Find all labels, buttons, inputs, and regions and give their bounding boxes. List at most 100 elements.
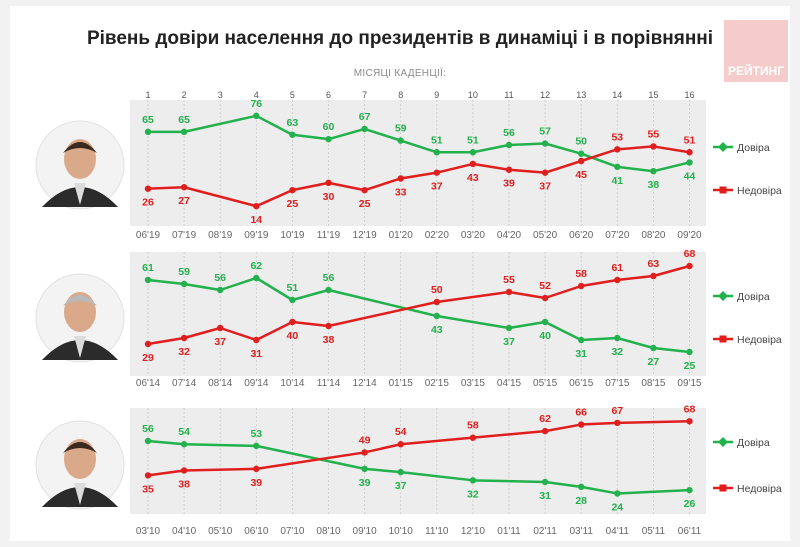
distrust-point xyxy=(361,449,368,456)
distrust-point xyxy=(253,202,260,210)
legend-label: Довіра xyxy=(737,142,770,154)
distrust-point xyxy=(614,146,621,153)
trust-data-label: 32 xyxy=(611,346,623,358)
trust-point xyxy=(253,274,260,282)
x-tick-label: 08'14 xyxy=(208,378,233,389)
trust-point xyxy=(144,437,152,445)
trust-point xyxy=(180,128,188,136)
x-tick-label: 03'20 xyxy=(461,230,486,241)
months-of-term-label: МІСЯЦІ КАДЕНЦІЇ: xyxy=(353,68,447,79)
distrust-point xyxy=(541,427,549,435)
distrust-data-label: 14 xyxy=(250,214,262,226)
distrust-data-label: 54 xyxy=(395,426,407,438)
trust-point xyxy=(650,168,657,175)
distrust-data-label: 67 xyxy=(611,405,623,417)
trust-point xyxy=(397,137,404,144)
x-tick-label: 04'20 xyxy=(497,230,522,241)
distrust-point xyxy=(180,184,188,191)
month-number-label: 8 xyxy=(398,90,403,100)
x-tick-label: 08'15 xyxy=(641,378,666,389)
month-number-label: 3 xyxy=(218,90,223,100)
x-tick-label: 03'15 xyxy=(461,378,486,389)
trust-point xyxy=(614,490,621,497)
trust-data-label: 51 xyxy=(431,134,443,146)
trust-point xyxy=(289,131,296,138)
distrust-data-label: 53 xyxy=(611,131,623,143)
distrust-data-label: 31 xyxy=(250,348,262,360)
distrust-point xyxy=(650,143,657,150)
trust-data-label: 51 xyxy=(287,282,299,294)
distrust-point xyxy=(578,421,585,428)
trust-point xyxy=(180,280,188,288)
trust-point xyxy=(686,159,693,166)
distrust-data-label: 35 xyxy=(142,483,154,495)
distrust-data-label: 39 xyxy=(250,477,262,489)
trust-data-label: 27 xyxy=(648,356,660,368)
x-tick-label: 03'11 xyxy=(569,526,593,537)
trust-point xyxy=(253,112,260,120)
trust-data-label: 28 xyxy=(575,495,587,507)
trust-data-label: 61 xyxy=(142,262,154,274)
trust-point xyxy=(541,318,549,326)
distrust-point xyxy=(397,175,404,182)
trust-point xyxy=(144,128,152,136)
trust-data-label: 56 xyxy=(214,272,226,284)
x-tick-label: 03'10 xyxy=(136,526,161,537)
month-number-label: 12 xyxy=(540,90,550,100)
distrust-point xyxy=(686,418,693,425)
trust-data-label: 51 xyxy=(467,134,479,146)
trust-data-label: 40 xyxy=(539,330,551,342)
distrust-point xyxy=(614,276,621,284)
x-tick-label: 08'19 xyxy=(208,230,233,241)
distrust-data-label: 27 xyxy=(178,195,190,207)
trust-data-label: 54 xyxy=(178,426,190,438)
trust-point xyxy=(469,149,477,156)
legend-label: Довіра xyxy=(737,291,770,303)
trust-data-label: 56 xyxy=(142,423,154,435)
distrust-data-label: 58 xyxy=(467,420,479,432)
distrust-point xyxy=(361,186,368,194)
distrust-point xyxy=(217,324,224,332)
portrait-hair xyxy=(63,442,97,453)
x-tick-label: 11'19 xyxy=(317,230,341,241)
trust-data-label: 26 xyxy=(684,498,696,510)
trust-data-label: 31 xyxy=(539,490,551,502)
month-number-label: 11 xyxy=(504,90,513,100)
x-tick-label: 10'10 xyxy=(389,526,414,537)
x-tick-label: 04'11 xyxy=(606,526,630,537)
portrait-hair xyxy=(63,142,97,153)
distrust-point xyxy=(180,334,188,342)
trust-point xyxy=(541,478,549,486)
trust-point xyxy=(578,483,585,491)
trust-data-label: 76 xyxy=(250,98,262,110)
distrust-data-label: 68 xyxy=(684,248,696,260)
trust-point xyxy=(614,334,621,342)
x-tick-label: 02'20 xyxy=(425,230,450,241)
trust-data-label: 60 xyxy=(323,121,335,133)
month-number-label: 10 xyxy=(468,90,478,100)
trust-data-label: 59 xyxy=(395,123,407,135)
legend-marker xyxy=(718,291,728,301)
x-tick-label: 08'20 xyxy=(641,230,666,241)
x-tick-label: 10'19 xyxy=(280,230,305,241)
month-number-label: 6 xyxy=(326,90,331,100)
x-tick-label: 12'19 xyxy=(353,230,378,241)
distrust-data-label: 30 xyxy=(323,191,335,203)
trust-point xyxy=(505,141,513,149)
distrust-point xyxy=(289,318,296,326)
month-number-label: 1 xyxy=(145,90,150,100)
x-tick-label: 05'11 xyxy=(642,526,666,537)
distrust-data-label: 43 xyxy=(467,172,479,184)
x-tick-label: 07'14 xyxy=(172,378,197,389)
trust-point xyxy=(217,286,224,294)
x-tick-label: 04'10 xyxy=(172,526,197,537)
x-tick-label: 04'15 xyxy=(497,378,522,389)
portrait-shirt xyxy=(74,336,86,358)
x-tick-label: 05'10 xyxy=(208,526,233,537)
distrust-point xyxy=(469,160,477,168)
distrust-data-label: 63 xyxy=(648,258,660,270)
x-tick-label: 09'15 xyxy=(677,378,702,389)
distrust-data-label: 38 xyxy=(323,334,335,346)
x-tick-label: 09'20 xyxy=(677,230,702,241)
legend-marker xyxy=(719,484,727,492)
